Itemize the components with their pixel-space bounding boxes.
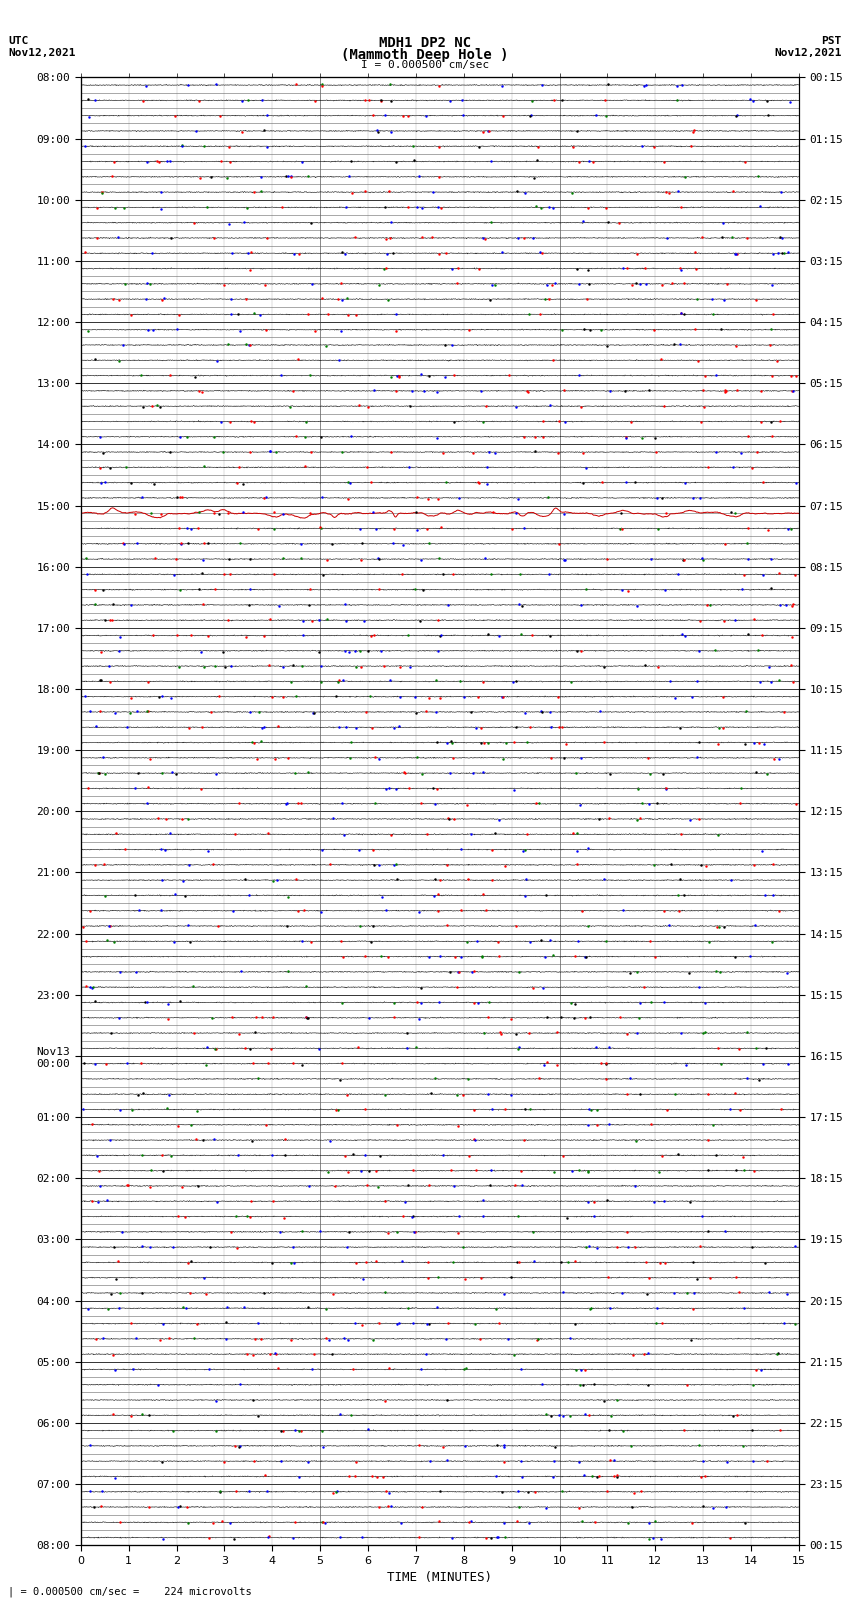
Text: PST: PST: [821, 37, 842, 47]
X-axis label: TIME (MINUTES): TIME (MINUTES): [388, 1571, 492, 1584]
Text: | = 0.000500 cm/sec =    224 microvolts: | = 0.000500 cm/sec = 224 microvolts: [8, 1586, 252, 1597]
Text: Nov12,2021: Nov12,2021: [774, 48, 842, 58]
Text: UTC: UTC: [8, 37, 29, 47]
Text: MDH1 DP2 NC: MDH1 DP2 NC: [379, 37, 471, 50]
Text: I = 0.000500 cm/sec: I = 0.000500 cm/sec: [361, 60, 489, 71]
Text: (Mammoth Deep Hole ): (Mammoth Deep Hole ): [341, 48, 509, 63]
Text: Nov12,2021: Nov12,2021: [8, 48, 76, 58]
